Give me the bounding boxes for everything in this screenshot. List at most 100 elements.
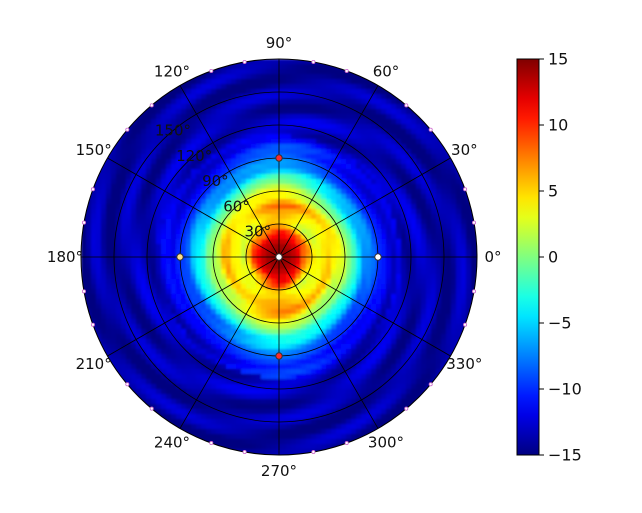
heat-cell [121,204,127,210]
heat-cell [361,129,367,135]
heat-cell [246,164,252,170]
heat-cell [231,174,237,180]
heat-cell [386,204,392,210]
heat-cell [256,429,262,435]
heat-cell [226,234,232,240]
heat-cell [316,219,322,225]
heat-cell [106,189,112,195]
heat-cell [121,214,127,220]
heat-cell [401,144,407,150]
heat-cell [226,354,232,360]
heat-cell [186,174,192,180]
heat-cell [201,329,207,335]
heat-cell [236,284,242,290]
heat-cell [381,319,387,325]
heat-cell [246,279,252,285]
heat-cell [406,399,412,405]
heat-cell [216,349,222,355]
heat-cell [201,219,207,225]
heat-cell [401,369,407,375]
heat-cell [296,309,302,315]
heat-cell [221,69,227,75]
heat-cell [231,204,237,210]
heat-cell [161,219,167,225]
heat-cell [166,289,172,295]
heat-cell [376,114,382,120]
heat-cell [191,269,197,275]
heat-cell [416,314,422,320]
heat-cell [111,329,117,335]
heat-cell [426,279,432,285]
heat-cell [251,344,257,350]
heat-cell [101,164,107,170]
heat-cell [291,249,297,255]
heat-cell [336,424,342,430]
heat-cell [291,64,297,70]
heat-cell [196,419,202,425]
heat-cell [256,234,262,240]
heat-cell [466,259,472,265]
heat-cell [286,319,292,325]
heat-cell [206,169,212,175]
heat-cell [301,344,307,350]
heat-cell [116,234,122,240]
heat-cell [331,259,337,265]
heat-cell [441,294,447,300]
heat-cell [191,169,197,175]
heat-cell [401,359,407,365]
heat-cell [256,119,262,125]
heat-cell [321,364,327,370]
heat-cell [216,169,222,175]
heat-cell [321,179,327,185]
heat-cell [436,324,442,330]
heat-cell [161,249,167,255]
heat-cell [191,364,197,370]
heat-cell [396,149,402,155]
heat-cell [191,294,197,300]
heat-cell [246,199,252,205]
heat-cell [391,104,397,110]
heat-cell [231,104,237,110]
heat-cell [456,264,462,270]
heat-cell [376,354,382,360]
heat-cell [196,214,202,220]
heat-cell [316,349,322,355]
heat-cell [291,84,297,90]
heat-cell [451,179,457,185]
heat-cell [306,149,312,155]
heat-cell [441,184,447,190]
heat-cell [436,334,442,340]
heat-cell [261,239,267,245]
heat-cell [191,179,197,185]
heat-cell [266,354,272,360]
heat-cell [326,229,332,235]
heat-cell [381,339,387,345]
heat-cell [251,99,257,105]
heat-cell [376,309,382,315]
heat-cell [136,324,142,330]
heat-cell [271,174,277,180]
heat-cell [461,204,467,210]
heat-cell [331,244,337,250]
heat-cell [281,289,287,295]
heat-cell [316,309,322,315]
heat-cell [261,344,267,350]
heat-cell [396,209,402,215]
heat-cell [256,179,262,185]
heat-cell [331,389,337,395]
heat-cell [246,134,252,140]
heat-cell [176,424,182,430]
heat-cell [216,209,222,215]
heat-cell [426,159,432,165]
heat-cell [441,154,447,160]
heat-cell [416,209,422,215]
heat-cell [351,259,357,265]
heat-cell [101,294,107,300]
heat-cell [306,404,312,410]
heat-cell [386,144,392,150]
heat-cell [221,224,227,230]
heat-cell [351,84,357,90]
heat-cell [136,164,142,170]
heat-cell [351,134,357,140]
heat-cell [446,199,452,205]
